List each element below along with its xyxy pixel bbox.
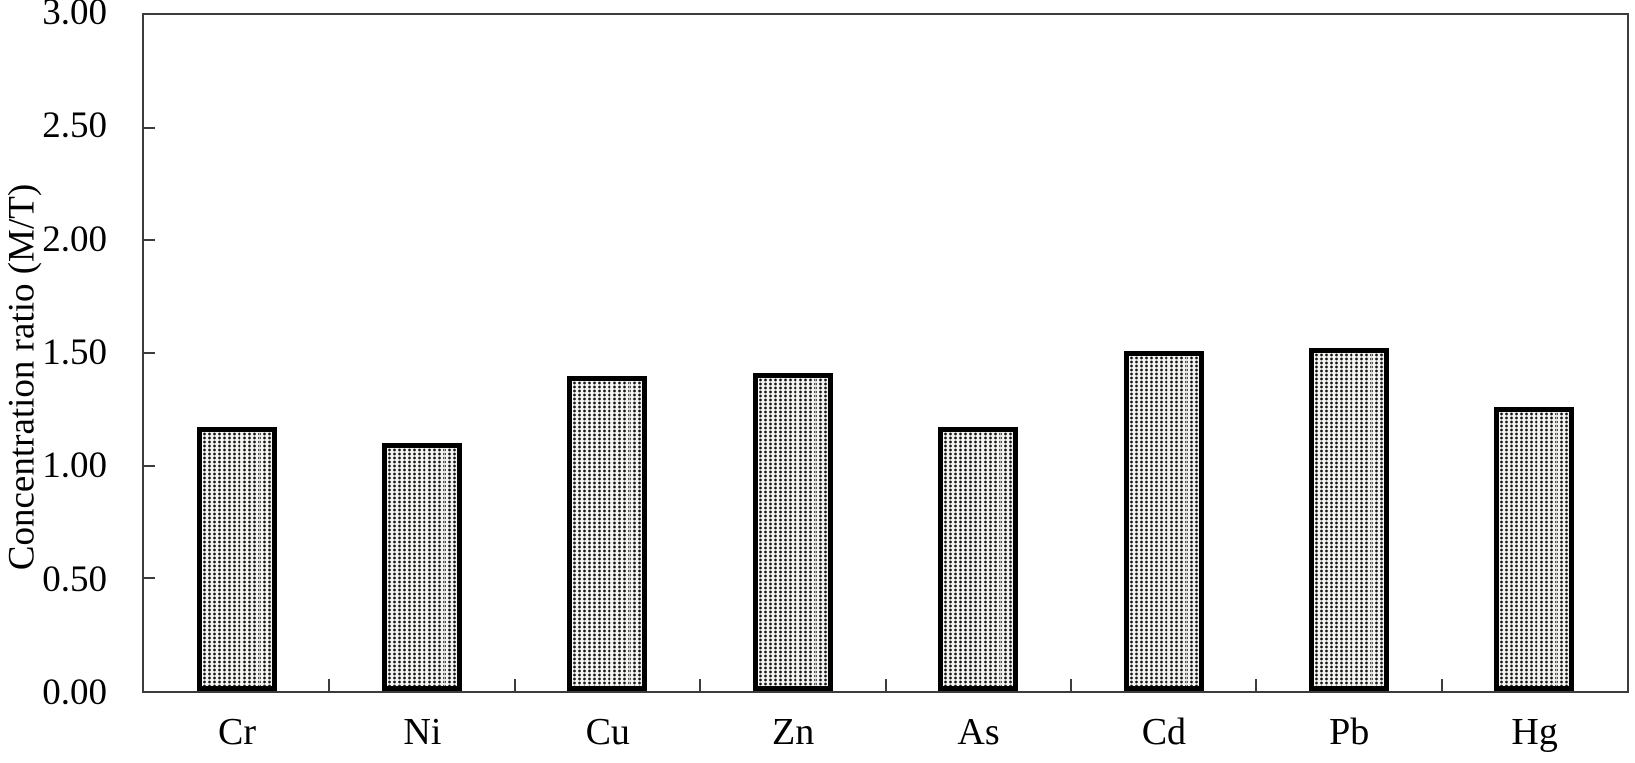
y-axis-tick-label: 1.00 (42, 445, 107, 487)
bar-cr (196, 427, 277, 691)
x-axis-tick-mark (1440, 679, 1443, 691)
plot-area (142, 13, 1629, 693)
x-category-label-cu: Cu (585, 711, 630, 753)
y-axis-tick-label: 2.50 (42, 105, 107, 147)
x-category-label-as: As (957, 711, 1000, 753)
bar-hg (1494, 407, 1575, 691)
y-axis-tick-mark (144, 126, 155, 129)
y-axis-tick-mark (144, 464, 155, 467)
y-axis-tick-mark (144, 239, 155, 242)
x-axis-tick-mark (1069, 679, 1072, 691)
y-axis-tick-label: 0.00 (42, 672, 107, 713)
bar-as (938, 427, 1019, 691)
x-axis-tick-mark (328, 679, 331, 691)
bar-pb (1308, 348, 1389, 691)
bar-ni (382, 443, 463, 691)
bar-zn (752, 373, 833, 691)
y-axis-tick-mark (144, 352, 155, 354)
x-axis-tick-mark (513, 679, 516, 691)
x-category-label-cd: Cd (1141, 711, 1187, 753)
y-axis-tick-label: 3.00 (42, 0, 107, 33)
y-axis-tick-label: 1.50 (42, 332, 107, 373)
bar-cu (567, 376, 648, 691)
y-axis-tick-label: 0.50 (42, 558, 107, 600)
x-category-label-hg: Hg (1511, 711, 1558, 753)
y-axis-tick-mark (144, 577, 155, 580)
x-category-label-ni: Ni (403, 711, 442, 753)
x-category-label-cr: Cr (218, 711, 256, 753)
bar-cd (1123, 351, 1204, 691)
x-axis-tick-mark (699, 679, 702, 691)
x-category-label-pb: Pb (1329, 711, 1370, 753)
x-axis-tick-mark (884, 679, 887, 691)
y-axis-tick-label: 2.00 (42, 218, 107, 260)
x-category-label-zn: Zn (772, 711, 815, 753)
x-axis-tick-mark (1255, 679, 1258, 691)
